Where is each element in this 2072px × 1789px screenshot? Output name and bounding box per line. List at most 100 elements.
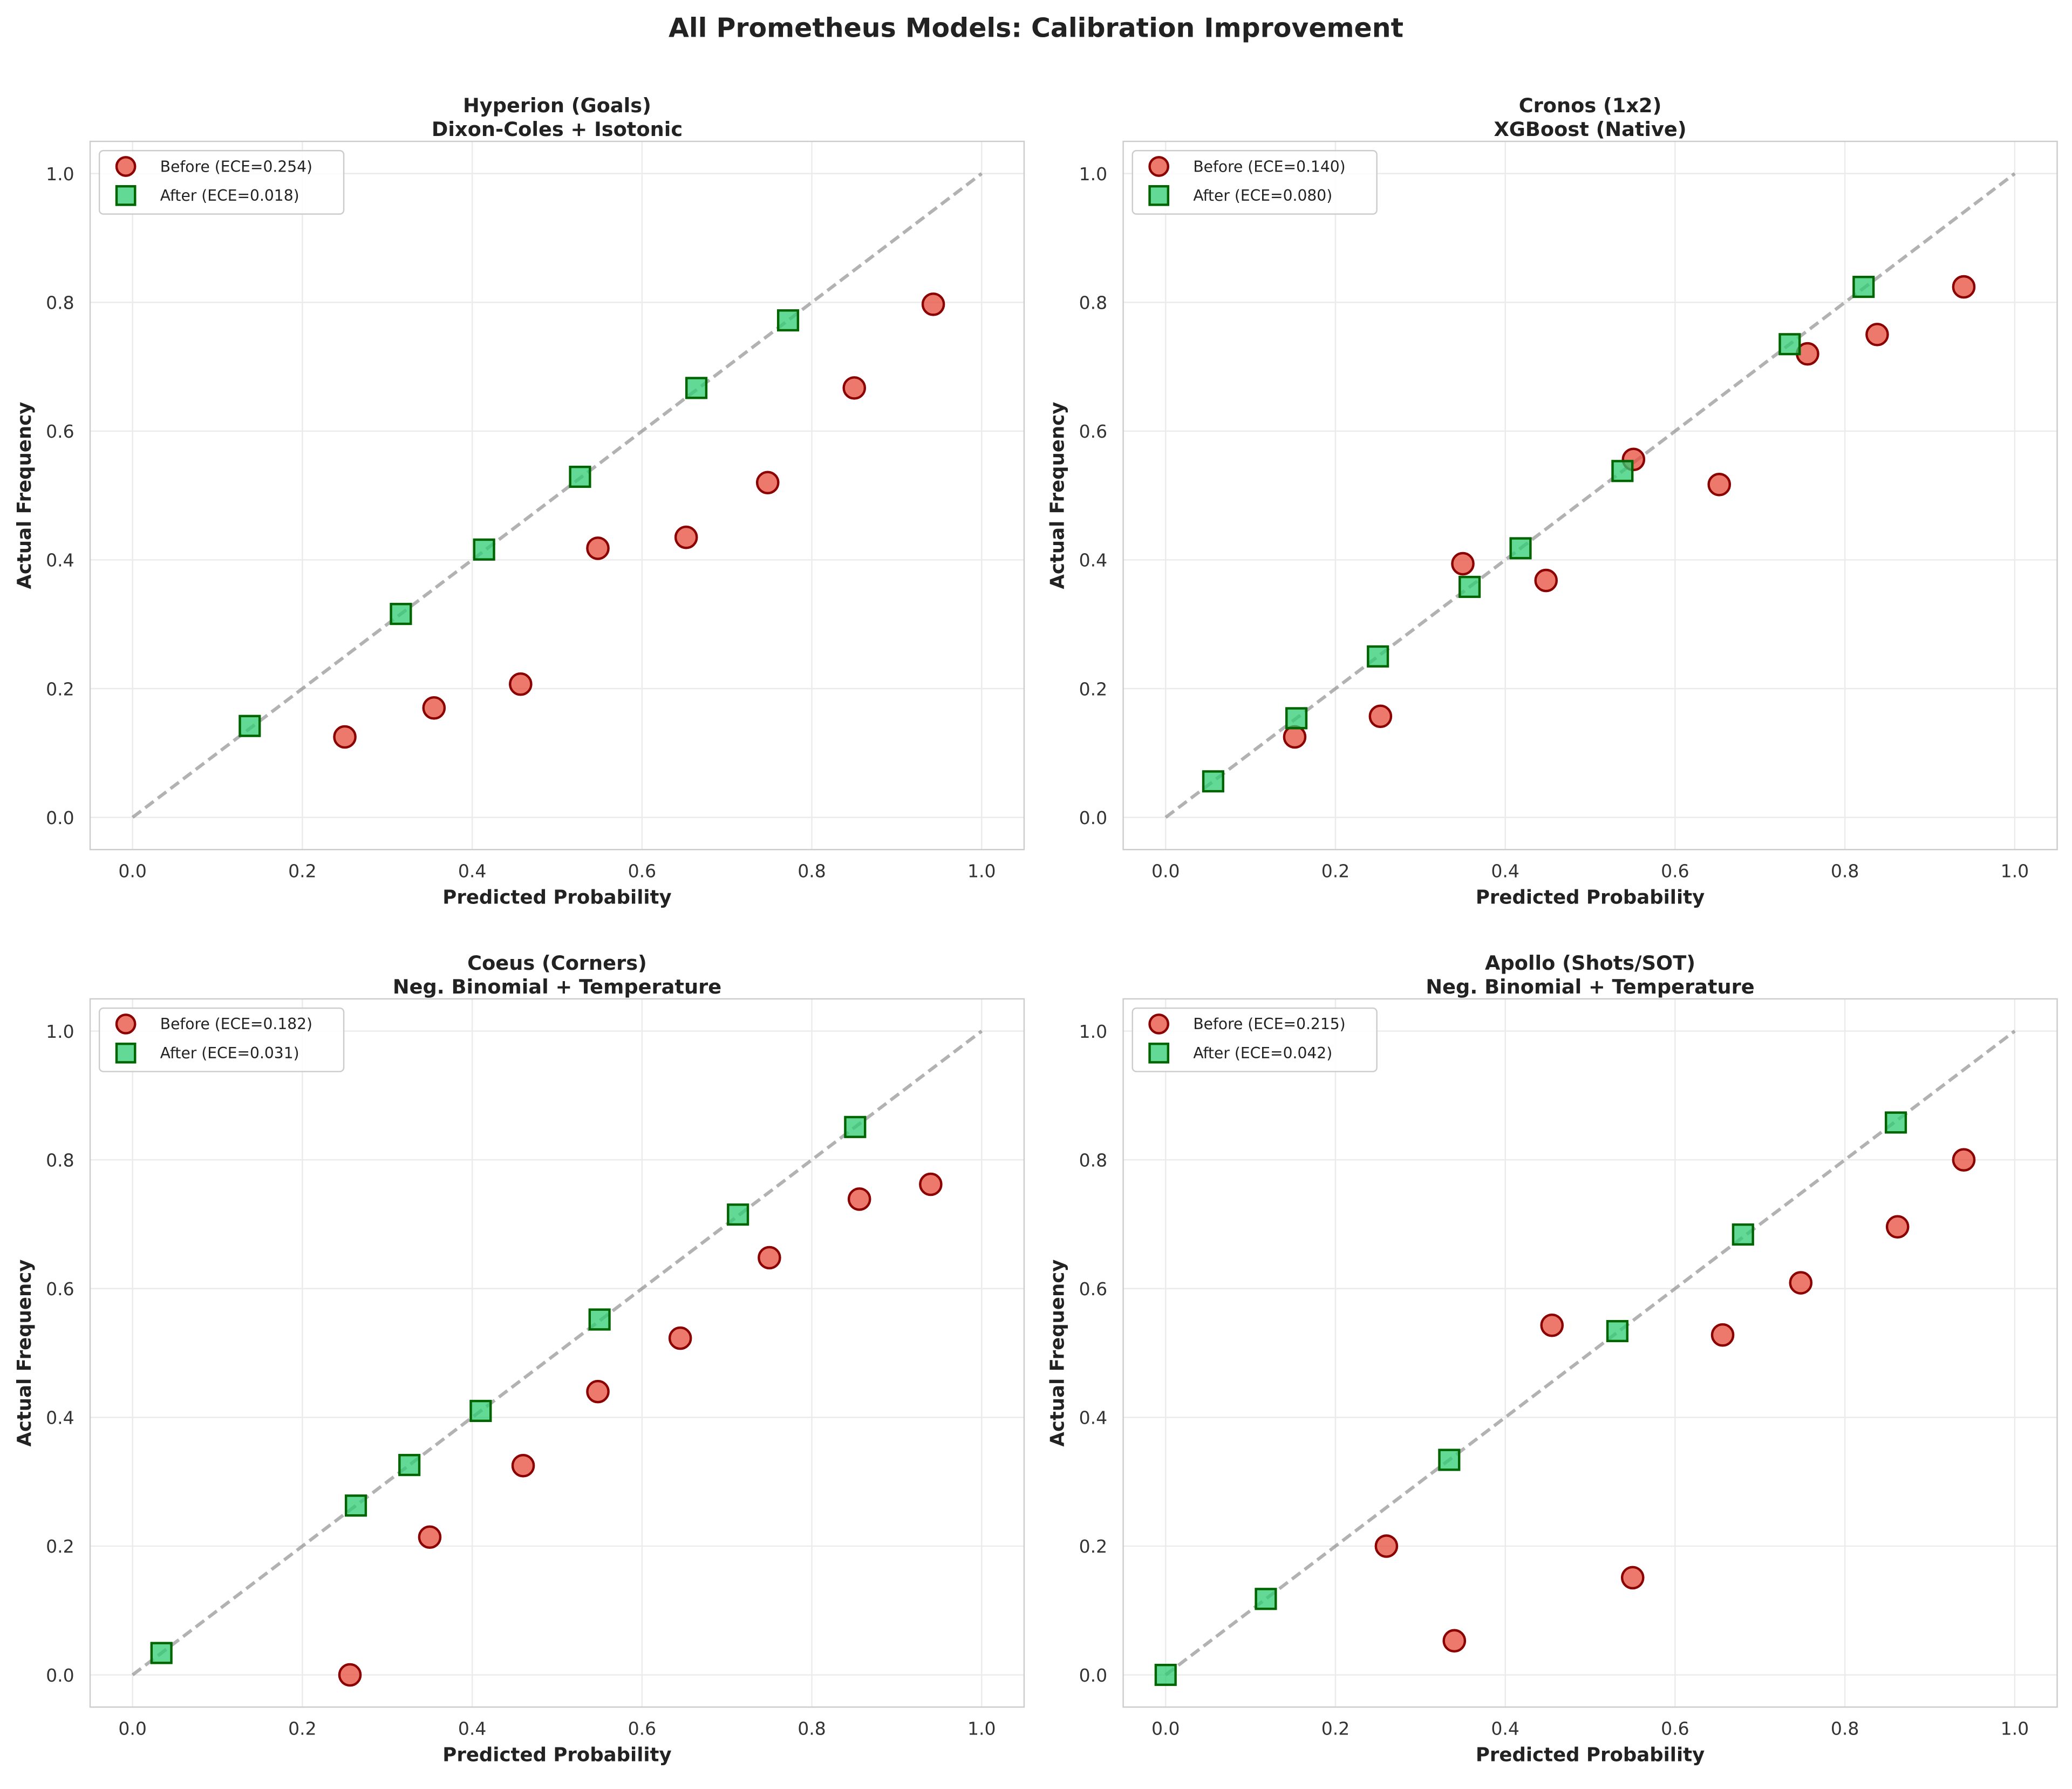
after-point bbox=[776, 309, 800, 332]
before-point bbox=[1442, 1629, 1467, 1653]
legend-before-marker bbox=[115, 156, 137, 177]
x-tick-label: 0.0 bbox=[1151, 861, 1180, 882]
before-point bbox=[1865, 323, 1889, 346]
y-tick-label: 0.2 bbox=[46, 1536, 74, 1557]
subplot-3: 0.0 0.2 0.4 0.6 0.8 1.0 0.0 0.2 0.4 0.6 0.8 1.0 Apol… bbox=[1046, 951, 2058, 1766]
after-point bbox=[398, 1454, 421, 1477]
y-tick-label: 0.2 bbox=[1079, 1536, 1108, 1557]
subplot-1: 0.0 0.2 0.4 0.6 0.8 1.0 0.0 0.2 0.4 0.6 0.8 1.0 Cron… bbox=[1046, 94, 2058, 909]
x-tick-label: 0.6 bbox=[1661, 861, 1689, 882]
legend-after-marker bbox=[1148, 185, 1170, 206]
after-point bbox=[1255, 1588, 1277, 1610]
x-tick-label: 1.0 bbox=[967, 861, 996, 882]
axes-frame bbox=[1122, 140, 2058, 851]
after-point bbox=[344, 1494, 367, 1517]
x-tick-label: 0.8 bbox=[798, 1718, 826, 1739]
before-point bbox=[1707, 473, 1732, 496]
x-tick-label: 0.4 bbox=[458, 861, 487, 882]
before-point bbox=[758, 1246, 781, 1270]
legend-before-label: Before (ECE=0.254) bbox=[160, 158, 312, 175]
before-point bbox=[1620, 1566, 1645, 1590]
subplot-subtitle: Neg. Binomial + Temperature bbox=[393, 975, 721, 998]
y-axis-label: Actual Frequency bbox=[1046, 1260, 1068, 1447]
before-point bbox=[842, 376, 867, 400]
legend-before-marker bbox=[1148, 156, 1170, 177]
after-point bbox=[569, 465, 591, 488]
after-point bbox=[1458, 575, 1481, 598]
after-point bbox=[1606, 1319, 1628, 1343]
before-point bbox=[333, 725, 357, 749]
legend-after-marker bbox=[1148, 1042, 1170, 1064]
x-tick-label: 0.8 bbox=[1831, 1718, 1859, 1739]
y-tick-label: 0.4 bbox=[1079, 1407, 1108, 1429]
legend-after-marker bbox=[115, 185, 137, 206]
x-tick-label: 0.2 bbox=[1321, 861, 1350, 882]
legend: Before (ECE=0.215) After (ECE=0.042) bbox=[1132, 1007, 1378, 1072]
x-tick-label: 1.0 bbox=[967, 1718, 996, 1739]
before-point bbox=[674, 525, 698, 549]
after-point bbox=[727, 1203, 749, 1226]
after-point bbox=[685, 377, 708, 399]
after-point bbox=[1884, 1111, 1907, 1134]
axes-frame bbox=[89, 998, 1025, 1708]
before-point bbox=[1952, 1148, 1976, 1172]
y-tick-label: 0.0 bbox=[46, 807, 74, 828]
after-point bbox=[844, 1115, 867, 1138]
after-point bbox=[1285, 707, 1308, 730]
y-tick-label: 0.0 bbox=[46, 1665, 74, 1686]
legend-after-label: After (ECE=0.042) bbox=[1193, 1044, 1332, 1062]
legend-before-marker bbox=[115, 1013, 137, 1035]
before-point bbox=[1885, 1215, 1910, 1239]
x-tick-label: 0.6 bbox=[628, 861, 657, 882]
y-tick-label: 0.2 bbox=[46, 678, 74, 699]
legend-after-marker bbox=[115, 1042, 137, 1064]
y-tick-label: 0.2 bbox=[1079, 678, 1108, 699]
y-tick-label: 1.0 bbox=[1079, 1021, 1108, 1042]
x-tick-label: 0.2 bbox=[288, 861, 317, 882]
before-point bbox=[1952, 275, 1976, 299]
legend: Before (ECE=0.140) After (ECE=0.080) bbox=[1132, 149, 1378, 215]
legend-after-label: After (ECE=0.080) bbox=[1193, 187, 1332, 205]
legend-before-label: Before (ECE=0.140) bbox=[1193, 158, 1345, 175]
x-tick-label: 0.8 bbox=[798, 861, 826, 882]
subplot-0: 0.0 0.2 0.4 0.6 0.8 1.0 0.0 0.2 0.4 0.6 0.8 1.0 Hype… bbox=[13, 94, 1025, 909]
x-tick-label: 0.0 bbox=[118, 1718, 147, 1739]
y-tick-label: 0.6 bbox=[1079, 1278, 1108, 1300]
x-tick-label: 0.2 bbox=[1321, 1718, 1350, 1739]
y-tick-label: 1.0 bbox=[1079, 164, 1108, 185]
x-axis-label: Predicted Probability bbox=[442, 887, 671, 909]
y-tick-label: 0.4 bbox=[1079, 550, 1108, 571]
after-point bbox=[1732, 1223, 1754, 1246]
x-tick-label: 0.6 bbox=[628, 1718, 657, 1739]
after-point bbox=[1611, 460, 1634, 482]
legend-box bbox=[1132, 1007, 1378, 1072]
legend: Before (ECE=0.254) After (ECE=0.018) bbox=[98, 149, 345, 215]
y-tick-label: 0.6 bbox=[1079, 421, 1108, 442]
y-tick-label: 0.8 bbox=[46, 1149, 74, 1171]
axes-frame bbox=[1122, 998, 2058, 1708]
y-tick-label: 0.8 bbox=[1079, 292, 1108, 313]
x-tick-label: 0.0 bbox=[118, 861, 147, 882]
x-tick-label: 0.6 bbox=[1661, 1718, 1689, 1739]
legend-before-label: Before (ECE=0.182) bbox=[160, 1015, 312, 1033]
before-point bbox=[1451, 552, 1475, 576]
before-point bbox=[1534, 568, 1558, 593]
legend-after-label: After (ECE=0.018) bbox=[160, 187, 299, 205]
subplot-2: 0.0 0.2 0.4 0.6 0.8 1.0 0.0 0.2 0.4 0.6 0.8 1.0 Coeu… bbox=[13, 951, 1025, 1766]
subplot-subtitle: Neg. Binomial + Temperature bbox=[1426, 975, 1754, 998]
y-tick-label: 0.6 bbox=[46, 1278, 74, 1300]
y-tick-label: 0.4 bbox=[46, 1407, 74, 1429]
x-tick-label: 1.0 bbox=[2001, 861, 2029, 882]
x-tick-label: 1.0 bbox=[2001, 1718, 2029, 1739]
x-tick-label: 0.4 bbox=[1491, 861, 1519, 882]
perfect-calibration-line bbox=[131, 1030, 983, 1676]
legend-box bbox=[98, 1007, 345, 1072]
after-point bbox=[150, 1642, 173, 1664]
y-axis-label: Actual Frequency bbox=[13, 1260, 36, 1447]
before-point bbox=[338, 1663, 362, 1687]
before-point bbox=[847, 1187, 871, 1211]
before-point bbox=[586, 536, 610, 560]
axes-frame bbox=[89, 140, 1025, 851]
before-point bbox=[418, 1525, 442, 1549]
